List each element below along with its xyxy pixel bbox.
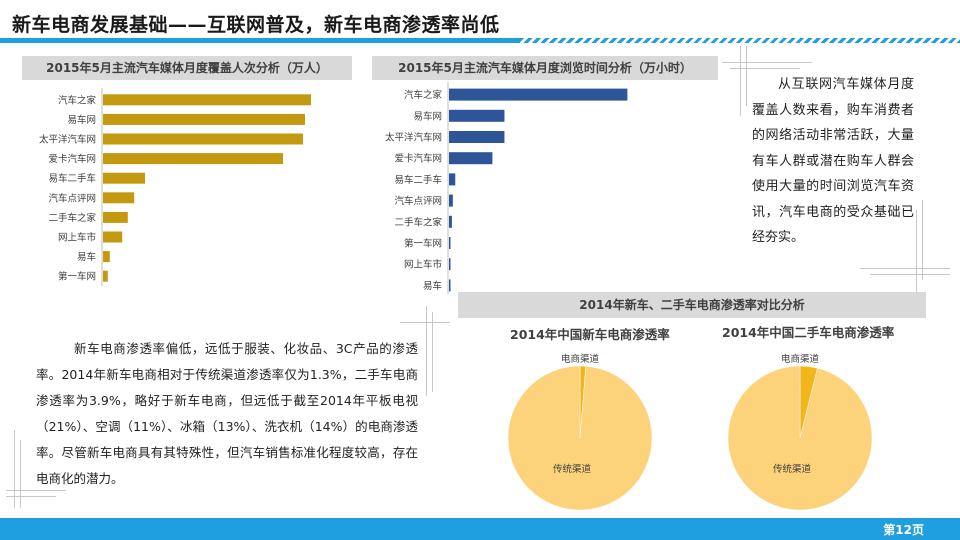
deco-line [740, 46, 741, 116]
deco-line [870, 274, 950, 275]
category-label: 汽车点评网 [394, 195, 442, 207]
deco-line [400, 322, 450, 323]
category-label: 汽车之家 [404, 89, 443, 101]
pie-section-title: 2014年新车、二手车电商渗透率对比分析 [458, 292, 926, 318]
side-paragraph: 从互联网汽车媒体月度覆盖人数来看，购车消费者的网络活动非常活跃，大量有车人群或潜… [752, 77, 914, 245]
deco-line [20, 440, 21, 508]
category-label: 汽车之家 [58, 94, 97, 106]
category-label: 第一车网 [58, 271, 96, 283]
body-paragraph: 新车电商渗透率偏低，远低于服装、化妆品、3C产品的渗透率。2014年新车电商相对… [36, 341, 418, 486]
pie-slice [727, 365, 873, 511]
deco-line [916, 210, 917, 300]
deco-line [14, 430, 15, 508]
category-label: 易车 [423, 280, 442, 292]
pie-slice [507, 365, 653, 511]
category-label: 太平洋汽车网 [39, 134, 96, 146]
category-label: 网上车市 [404, 259, 443, 271]
deco-line [6, 496, 56, 497]
bar [449, 279, 451, 292]
bar [449, 258, 451, 271]
page-title: 新车电商发展基础——互联网普及，新车电商渗透率尚低 [12, 14, 500, 36]
deco-line [426, 306, 427, 396]
deco-line [432, 312, 433, 392]
pie-label: 电商渠道 [781, 353, 820, 365]
category-label: 易车二手车 [48, 173, 96, 185]
category-label: 爱卡汽车网 [48, 153, 96, 165]
bar [449, 109, 505, 122]
coverage-bar-chart: 汽车之家易车网太平洋汽车网爱卡汽车网易车二手车汽车点评网二手车之家网上车市易车第… [39, 88, 311, 286]
category-label: 网上车市 [58, 232, 97, 244]
bar [103, 94, 311, 106]
page-number: 第12页 [883, 523, 924, 537]
deco-line [922, 200, 923, 280]
bar [449, 152, 493, 165]
category-label: 易车网 [67, 114, 96, 126]
pie2-title: 2014年中国二手车电商渗透率 [722, 325, 895, 340]
category-label: 易车网 [413, 110, 442, 122]
bar [103, 270, 108, 282]
title-underline [0, 38, 960, 43]
bar [103, 153, 283, 165]
pie-label: 传统渠道 [553, 463, 592, 475]
chart2-title: 2015年5月主流汽车媒体月度浏览时间分析（万小时） [372, 56, 718, 80]
deco-line [746, 46, 747, 106]
bar [103, 133, 303, 145]
bar [103, 251, 110, 263]
category-label: 二手车之家 [48, 212, 96, 224]
browse-time-bar-chart: 汽车之家易车网太平洋汽车网爱卡汽车网易车二手车汽车点评网二手车之家第一车网网上车… [385, 82, 628, 294]
category-label: 汽车点评网 [48, 192, 96, 204]
bar [103, 113, 305, 125]
category-label: 太平洋汽车网 [385, 132, 442, 144]
bar [449, 215, 452, 228]
footer-bar: 第12页 [0, 518, 960, 540]
bar [449, 237, 451, 249]
bar [103, 172, 145, 184]
bar [449, 88, 628, 101]
bar [103, 231, 123, 243]
bar [449, 131, 505, 143]
pie-label: 电商渠道 [561, 353, 600, 365]
deco-line [860, 268, 950, 269]
bar [103, 192, 135, 204]
deco-line [722, 62, 812, 63]
bar [449, 173, 456, 186]
bar [449, 194, 453, 207]
pie-label: 传统渠道 [773, 463, 812, 475]
bar [103, 211, 128, 223]
category-label: 易车二手车 [394, 174, 442, 186]
pie1-title: 2014年中国新车电商渗透率 [510, 327, 670, 342]
category-label: 爱卡汽车网 [394, 153, 442, 165]
category-label: 二手车之家 [394, 216, 442, 228]
category-label: 第一车网 [404, 238, 442, 250]
deco-line [6, 490, 66, 491]
deco-line [730, 68, 800, 69]
category-label: 易车 [77, 251, 96, 263]
chart1-title: 2015年5月主流汽车媒体月度覆盖人次分析（万人） [22, 56, 352, 80]
